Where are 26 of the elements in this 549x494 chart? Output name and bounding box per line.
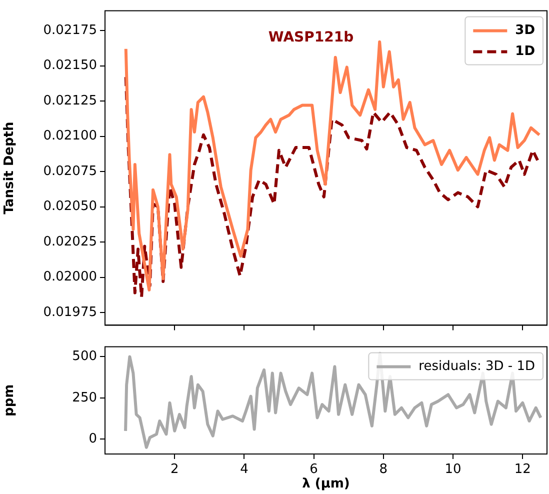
y-axis-title: ppm [2,384,18,416]
y-tick-label: 0.02100 [43,128,97,144]
y-tick-label: 0.02125 [43,93,97,108]
y-tick-label: 0 [88,432,97,447]
x-tick-label: 8 [379,462,388,478]
legend-label: 1D [515,44,536,60]
y-tick-label: 0.02050 [43,199,97,214]
legend-label: 3D [515,23,536,38]
text: WASP121b [268,29,354,46]
y-tick-label: 0.01975 [43,304,97,320]
x-tick-label: 4 [240,462,248,478]
y-tick-label: 250 [72,390,97,406]
x-tick-label: 12 [514,462,531,478]
x-tick-label: 10 [444,462,462,478]
line-series [124,76,540,299]
x-axis-title: λ (μm) [302,476,350,492]
legend-label: residuals: 3D - 1D [418,359,536,374]
y-tick-label: 0.02175 [43,22,97,38]
y-tick-label: 0.02000 [43,270,97,285]
x-tick-label: 6 [310,462,318,478]
y-tick-label: 0.02150 [43,58,97,74]
y-tick-label: 0.02075 [43,164,97,179]
y-tick-label: 500 [72,349,97,364]
y-axis-title: Tansit Depth [2,122,18,214]
y-tick-label: 0.02025 [43,234,97,250]
x-tick-label: 2 [170,462,179,478]
